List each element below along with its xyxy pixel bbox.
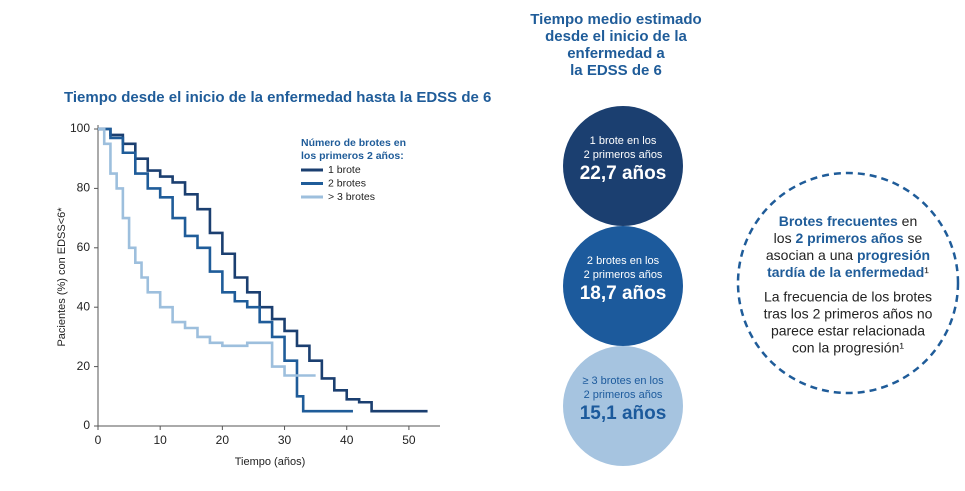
summary-circle [563, 226, 683, 346]
callout-line: Brotes frecuentes en [779, 213, 918, 229]
circle-label: 2 primeros años [584, 269, 663, 281]
callout-note: parece estar relacionada [771, 323, 925, 339]
callout-line: tardía de la enfermedad¹ [767, 264, 929, 280]
y-tick-label: 20 [77, 359, 91, 373]
summary-header: enfermedad a [567, 45, 665, 62]
callout-span: en [898, 213, 917, 229]
callout-circle [736, 171, 960, 395]
callout-note: La frecuencia de los brotes [764, 289, 932, 305]
circle-value: 18,7 años [580, 283, 667, 304]
summary-circle [563, 346, 683, 466]
x-tick-label: 40 [340, 433, 354, 447]
circle-value: 22,7 años [580, 163, 667, 184]
survival-line [98, 127, 428, 413]
callout-line: los 2 primeros años se [774, 230, 923, 246]
circle-label: ≥ 3 brotes en los [582, 375, 664, 387]
summary-circle [563, 106, 683, 226]
x-axis-label: Tiempo (años) [235, 456, 306, 468]
circle-label: 2 brotes en los [587, 255, 660, 267]
y-tick-label: 80 [77, 181, 91, 195]
circle-label: 2 primeros años [584, 149, 663, 161]
circle-label: 1 brote en los [590, 135, 657, 147]
legend-label: 1 brote [328, 164, 361, 176]
callout-span: Brotes frecuentes [779, 213, 898, 229]
summary-header: Tiempo medio estimado [530, 11, 701, 28]
summary-header: desde el inicio de la [545, 28, 687, 45]
legend-title: los primeros 2 años: [301, 150, 404, 162]
callout-note: tras los 2 primeros años no [764, 306, 933, 322]
x-tick-label: 20 [216, 433, 230, 447]
survival-line [98, 127, 316, 377]
callout-note: con la progresión¹ [792, 340, 904, 356]
chart-title: Tiempo desde el inicio de la enfermedad … [64, 89, 491, 106]
callout-span: los [774, 230, 796, 246]
legend-label: 2 brotes [328, 177, 366, 189]
callout-span: asocian a una [766, 247, 857, 263]
circle-value: 15,1 años [580, 403, 667, 424]
y-tick-label: 60 [77, 240, 91, 254]
y-axis-label: Pacientes (%) con EDSS<6* [56, 207, 68, 347]
callout-line: asocian a una progresión [766, 247, 930, 263]
x-tick-label: 0 [95, 433, 102, 447]
circle-label: 2 primeros años [584, 389, 663, 401]
callout-span: progresión [857, 247, 930, 263]
summary-header: la EDSS de 6 [570, 62, 662, 79]
survival-line [98, 127, 353, 413]
callout-span: 2 primeros años [795, 230, 903, 246]
x-tick-label: 10 [154, 433, 168, 447]
y-tick-label: 40 [77, 299, 91, 313]
x-tick-label: 50 [402, 433, 416, 447]
callout-span: tardía de la enfermedad [767, 264, 924, 280]
callout-span: ¹ [924, 264, 929, 280]
x-tick-label: 30 [278, 433, 292, 447]
legend-label: > 3 brotes [328, 191, 375, 203]
y-tick-label: 0 [83, 418, 90, 432]
y-tick-label: 100 [70, 121, 90, 135]
legend-title: Número de brotes en [301, 137, 406, 149]
callout-span: se [904, 230, 923, 246]
